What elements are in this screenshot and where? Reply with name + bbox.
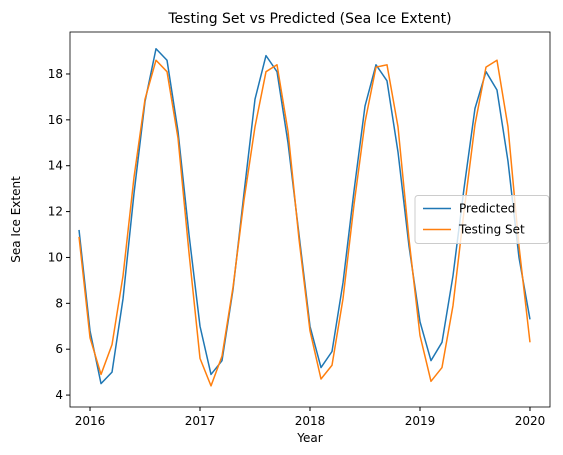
y-axis-label: Sea Ice Extent — [9, 176, 23, 263]
x-tick-label: 2019 — [405, 414, 436, 428]
y-tick-label: 8 — [55, 296, 63, 310]
y-tick-label: 16 — [48, 113, 63, 127]
x-tick-label: 2020 — [515, 414, 546, 428]
x-tick-label: 2017 — [185, 414, 216, 428]
y-tick-label: 18 — [48, 67, 63, 81]
y-tick-label: 4 — [55, 388, 63, 402]
x-axis-label: Year — [296, 431, 322, 445]
x-tick-label: 2016 — [75, 414, 106, 428]
series-line — [78, 59, 531, 387]
legend-label: Testing Set — [458, 223, 525, 237]
legend-box — [414, 195, 550, 244]
chart-title: Testing Set vs Predicted (Sea Ice Extent… — [167, 11, 451, 27]
plot-frame — [69, 31, 551, 408]
y-tick-label: 6 — [55, 342, 63, 356]
y-tick-label: 12 — [48, 205, 63, 219]
x-tick-label: 2018 — [295, 414, 326, 428]
y-tick-label: 10 — [48, 250, 63, 264]
y-tick-label: 14 — [48, 159, 63, 173]
legend-label: Predicted — [459, 202, 515, 216]
